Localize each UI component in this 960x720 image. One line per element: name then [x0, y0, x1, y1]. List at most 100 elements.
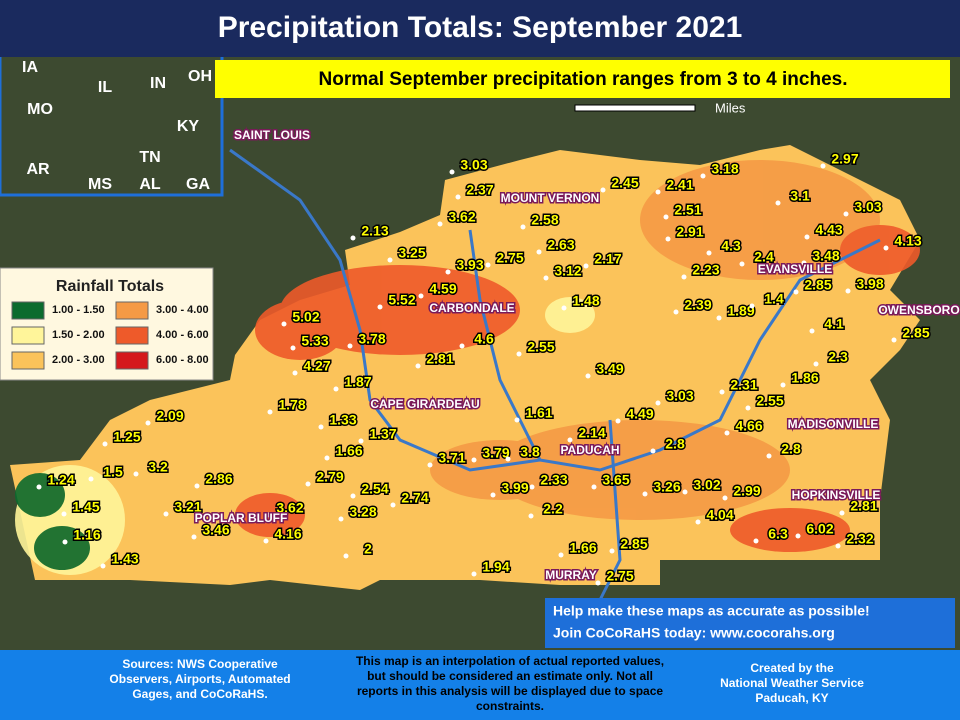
station-dot	[585, 373, 591, 379]
station-value: 4.1	[824, 316, 844, 332]
city-label: MADISONVILLE	[788, 417, 879, 431]
station-dot	[343, 553, 349, 559]
legend-swatch	[11, 326, 45, 345]
station-dot	[583, 263, 589, 269]
station-dot	[706, 250, 712, 256]
station-value: 2.31	[730, 377, 757, 393]
city-label: CAPE GIRARDEAU	[370, 397, 479, 411]
station-value: 4.6	[474, 331, 494, 347]
station-value: 2.4	[754, 249, 774, 265]
station-value: 3.78	[358, 331, 385, 347]
footer-sources: Gages, and CoCoRaHS.	[132, 687, 267, 701]
station-value: 2.85	[902, 325, 929, 341]
station-value: 3.46	[202, 522, 229, 538]
station-value: 2.81	[850, 498, 877, 514]
legend-swatch	[115, 301, 149, 320]
station-value: 3.26	[653, 479, 680, 495]
footer-sources: Sources: NWS Cooperative	[122, 657, 278, 671]
station-value: 1.45	[72, 499, 99, 515]
scale-bar	[574, 104, 696, 112]
station-dot	[61, 511, 67, 517]
station-value: 3.79	[482, 445, 509, 461]
legend-label: 1.50 - 2.00	[52, 329, 105, 341]
legend-swatch	[115, 326, 149, 345]
station-dot	[883, 245, 889, 251]
state-label: OH	[188, 68, 212, 85]
station-dot	[145, 420, 151, 426]
station-dot	[835, 543, 841, 549]
station-value: 4.66	[735, 418, 762, 434]
station-value: 1.94	[482, 559, 509, 575]
city-label: HOPKINSVILLE	[792, 488, 881, 502]
station-value: 3.62	[276, 500, 303, 516]
station-dot	[609, 548, 615, 554]
station-dot	[681, 274, 687, 280]
station-dot	[485, 262, 491, 268]
station-value: 2.17	[594, 251, 621, 267]
station-dot	[600, 187, 606, 193]
station-dot	[267, 409, 273, 415]
station-dot	[133, 471, 139, 477]
legend-entries: 1.00 - 1.50 1.50 - 2.00 2.00 - 3.00 3.00 - …	[11, 301, 209, 370]
station-value: 3.28	[349, 504, 376, 520]
station-dot	[795, 533, 801, 539]
city-label: CARBONDALE	[429, 301, 514, 315]
station-value: 2.13	[361, 223, 388, 239]
station-dot	[716, 315, 722, 321]
station-value: 1.66	[335, 443, 362, 459]
station-dot	[427, 462, 433, 468]
station-dot	[36, 484, 42, 490]
help-text: Help make these maps as accurate as poss…	[553, 603, 870, 641]
station-value: 1.5	[103, 464, 123, 480]
legend-label: 4.00 - 6.00	[156, 329, 209, 341]
station-dot	[455, 194, 461, 200]
station-value: 3.98	[856, 276, 883, 292]
station-value: 2.58	[531, 212, 558, 228]
city-label: SAINT LOUIS	[234, 128, 310, 142]
station-dot	[347, 343, 353, 349]
station-dot	[318, 424, 324, 430]
legend-label: 6.00 - 8.00	[156, 354, 209, 366]
station-dot	[350, 493, 356, 499]
station-value: 2.75	[606, 568, 633, 584]
state-label: TN	[139, 149, 160, 166]
station-dot	[724, 430, 730, 436]
station-value: 2.74	[401, 490, 428, 506]
station-dot	[682, 489, 688, 495]
blobs	[15, 160, 920, 575]
station-value: 1.33	[329, 412, 356, 428]
station-value: 3.62	[448, 209, 475, 225]
header-bar	[0, 0, 960, 57]
station-dot	[813, 361, 819, 367]
station-value: 2.45	[611, 175, 638, 191]
station-value: 2.39	[684, 297, 711, 313]
station-dot	[804, 234, 810, 240]
legend-title: Rainfall Totals	[56, 278, 164, 295]
station-value: 3.12	[554, 263, 581, 279]
station-dot	[739, 261, 745, 267]
station-dot	[62, 539, 68, 545]
station-value: 4.3	[721, 238, 741, 254]
station-value: 3.03	[854, 199, 881, 215]
city-label: MURRAY	[545, 568, 597, 582]
state-label: IA	[22, 59, 38, 76]
station-value: 3.93	[456, 257, 483, 273]
state-label: KY	[177, 118, 200, 135]
city-label: OWENSBORO	[878, 303, 959, 317]
stations: 3.03 2.37 3.62 2.58 2.45 2.41 3.18 2.97 3.1 3.03 2…	[36, 149, 931, 586]
station-value: 2.54	[361, 481, 388, 497]
station-value: 3.03	[460, 157, 487, 173]
state-label: AR	[26, 161, 50, 178]
state-label: IN	[150, 75, 166, 92]
station-value: 3.99	[501, 480, 528, 496]
footer-credit: National Weather Service	[720, 676, 864, 690]
station-value: 2.55	[527, 339, 554, 355]
station-value: 4.04	[706, 507, 733, 523]
station-dot	[753, 538, 759, 544]
station-value: 4.43	[815, 222, 842, 238]
station-dot	[745, 405, 751, 411]
scale-label: Miles	[715, 100, 746, 115]
station-value: 3.03	[666, 388, 693, 404]
footer-note: constraints.	[476, 699, 544, 713]
